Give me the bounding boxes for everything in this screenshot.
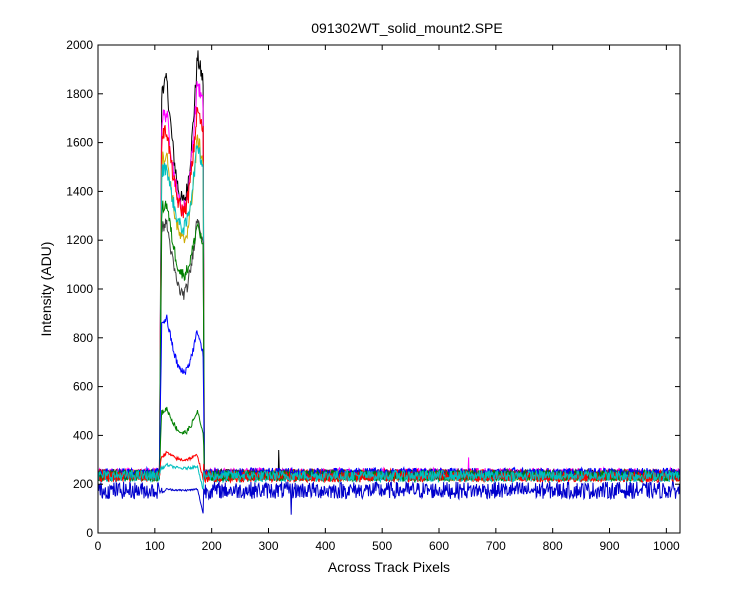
y-tick-label: 1800	[66, 87, 93, 101]
series-line-12	[98, 480, 680, 515]
x-tick-label: 800	[543, 539, 563, 553]
x-tick-label: 100	[145, 539, 165, 553]
y-tick-label: 400	[73, 428, 93, 442]
y-axis-label: Intensity (ADU)	[38, 242, 54, 337]
x-axis-ticks: 0 100 200 300 400 500 600 700 800 900 1000	[95, 45, 680, 553]
series-line-11	[98, 462, 680, 490]
y-tick-label: 600	[73, 380, 93, 394]
y-tick-label: 1400	[66, 184, 93, 198]
x-axis-label: Across Track Pixels	[328, 559, 450, 575]
x-tick-label: 900	[600, 539, 620, 553]
y-tick-label: 800	[73, 331, 93, 345]
chart-title: 091302WT_solid_mount2.SPE	[311, 20, 502, 36]
y-axis-ticks: 0 200 400 600 800 1000 1200 1400 1600 1800 2000	[66, 38, 680, 540]
x-tick-label: 400	[315, 539, 335, 553]
series-layer	[98, 50, 680, 515]
x-tick-label: 600	[429, 539, 449, 553]
x-tick-label: 300	[258, 539, 278, 553]
x-tick-label: 700	[486, 539, 506, 553]
y-tick-label: 1000	[66, 282, 93, 296]
plot-area: 0 100 200 300 400 500 600 700 800 900 1000 0 200 400…	[66, 38, 681, 553]
y-tick-label: 1600	[66, 136, 93, 150]
x-tick-label: 1000	[653, 539, 680, 553]
y-tick-label: 2000	[66, 38, 93, 52]
x-tick-label: 0	[95, 539, 102, 553]
y-tick-label: 0	[86, 526, 93, 540]
y-tick-label: 1200	[66, 233, 93, 247]
x-tick-label: 500	[372, 539, 392, 553]
y-tick-label: 200	[73, 477, 93, 491]
x-tick-label: 200	[202, 539, 222, 553]
